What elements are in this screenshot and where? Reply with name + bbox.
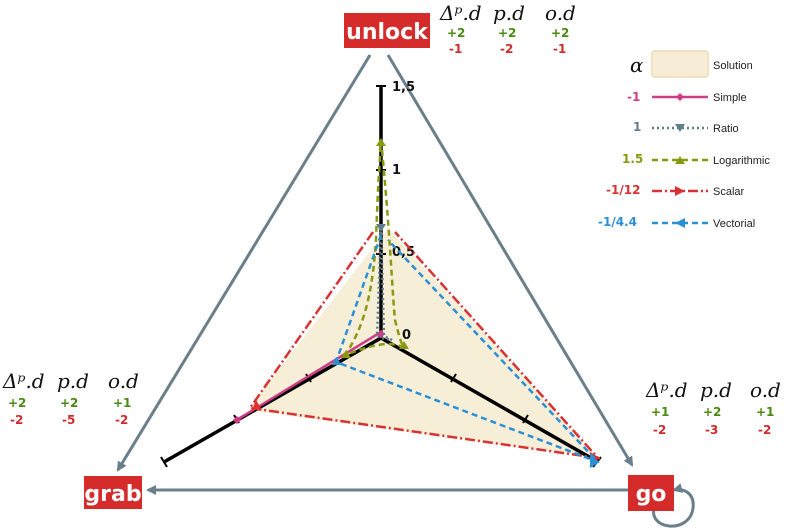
- state-grab-label: grab: [84, 482, 141, 507]
- legend-simple-label: Simple: [713, 92, 747, 104]
- series-logarithmic-marker-3: [341, 350, 351, 358]
- legend-simple-alpha: -1: [627, 90, 640, 104]
- state-unlock: unlock: [344, 13, 430, 48]
- legend-logarithmic-marker: [675, 156, 685, 164]
- table-unlock-header-3: o.d: [545, 1, 576, 25]
- tick-label-0: 0: [402, 328, 411, 343]
- state-unlock-box: [344, 13, 430, 48]
- legend: α Solution -1 Simple 1 Ratio 1.5 Logarit…: [598, 50, 770, 230]
- table-unlock-pos-2: +2: [498, 26, 516, 40]
- legend-ratio-marker: [675, 124, 685, 132]
- table-go-neg-1: -2: [653, 423, 666, 437]
- table-grab-pos-1: +2: [8, 396, 26, 410]
- series-ratio: [375, 227, 393, 342]
- table-unlock-header-2: p.d: [493, 1, 525, 25]
- table-grab-neg-3: -2: [115, 413, 128, 427]
- series-simple-marker-2: [233, 416, 241, 424]
- state-unlock-label: unlock: [346, 20, 429, 45]
- legend-solution-label: Solution: [713, 60, 753, 72]
- table-go-pos-1: +1: [651, 405, 669, 419]
- solution-area: [248, 228, 598, 458]
- legend-logarithmic-label: Logarithmic: [713, 155, 770, 167]
- series-logarithmic-marker-1: [376, 138, 386, 146]
- table-unlock: Δᵖ.d p.d o.d +2 +2 +2 -1 -2 -1: [439, 1, 576, 56]
- legend-vectorial-marker: [675, 218, 685, 228]
- state-go-label: go: [636, 482, 667, 507]
- series-logarithmic: [341, 139, 406, 358]
- series-scalar-marker-1: [252, 400, 262, 410]
- transition-unlock-to-grab: [116, 54, 372, 472]
- table-grab: Δᵖ.d p.d o.d +2 +2 +1 -2 -5 -2: [2, 369, 139, 427]
- table-grab-header-3: o.d: [108, 369, 139, 393]
- legend-simple-marker: [676, 93, 684, 101]
- legend-vectorial-label: Vectorial: [713, 218, 755, 230]
- table-unlock-neg-2: -2: [500, 42, 513, 56]
- table-go-header-3: o.d: [750, 378, 781, 402]
- series-vectorial-marker-2: [590, 456, 600, 468]
- axis-grab: [163, 336, 382, 464]
- tick-label-1: 1: [392, 163, 401, 178]
- table-go-pos-2: +2: [703, 405, 721, 419]
- table-grab-pos-3: +1: [113, 396, 131, 410]
- axis-go: [380, 336, 599, 464]
- table-unlock-pos-3: +2: [551, 26, 569, 40]
- table-go: Δᵖ.d p.d o.d +1 +2 +1 -2 -3 -2: [645, 378, 781, 437]
- series-ratio-marker: [376, 224, 386, 232]
- series-vectorial-marker-1: [332, 357, 342, 365]
- table-unlock-neg-1: -1: [449, 42, 462, 56]
- table-grab-neg-1: -2: [10, 413, 23, 427]
- table-grab-neg-2: -5: [62, 413, 75, 427]
- table-go-pos-3: +1: [756, 405, 774, 419]
- legend-vectorial-alpha: -1/4.4: [598, 215, 637, 229]
- table-go-header-2: p.d: [700, 378, 732, 402]
- table-grab-header-1: Δᵖ.d: [2, 369, 45, 393]
- transition-unlock-to-go: [386, 54, 634, 467]
- legend-ratio-alpha: 1: [633, 120, 641, 134]
- legend-scalar-alpha: -1/12: [606, 183, 640, 197]
- legend-solution-swatch: [651, 50, 709, 78]
- legend-scalar-label: Scalar: [713, 186, 745, 198]
- table-unlock-header-1: Δᵖ.d: [439, 1, 482, 25]
- tick-label-1-5: 1,5: [392, 80, 415, 95]
- series-vectorial: [334, 234, 599, 464]
- transition-go-self-loop: [652, 483, 695, 528]
- table-unlock-neg-3: -1: [553, 42, 566, 56]
- state-grab: grab: [84, 476, 142, 509]
- legend-logarithmic-alpha: 1.5: [622, 152, 643, 166]
- legend-alpha-header: α: [630, 53, 644, 77]
- table-unlock-pos-1: +2: [447, 26, 465, 40]
- legend-ratio-label: Ratio: [713, 123, 739, 135]
- table-go-neg-3: -2: [758, 423, 771, 437]
- table-grab-pos-2: +2: [60, 396, 78, 410]
- series-logarithmic-marker-2: [399, 341, 409, 349]
- table-go-header-1: Δᵖ.d: [645, 378, 688, 402]
- table-grab-header-2: p.d: [57, 369, 89, 393]
- state-go-box: [628, 475, 674, 511]
- state-grab-box: [84, 476, 142, 509]
- legend-scalar-marker: [675, 186, 685, 196]
- state-go: go: [628, 475, 674, 511]
- table-go-neg-2: -3: [705, 423, 718, 437]
